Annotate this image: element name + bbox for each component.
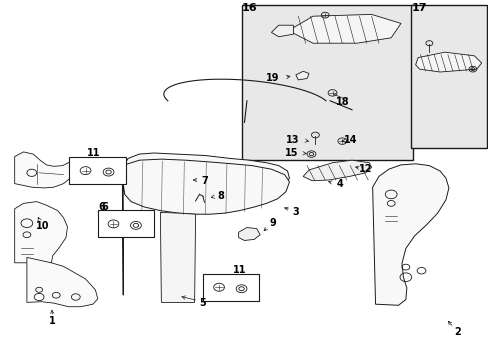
Polygon shape [15,152,77,188]
Text: 11: 11 [87,148,101,158]
Text: 18: 18 [335,96,348,107]
Polygon shape [160,212,195,302]
Polygon shape [122,153,289,192]
Text: 5: 5 [199,298,206,308]
Text: 7: 7 [201,176,207,186]
Text: 2: 2 [453,327,460,337]
Bar [242,5,412,160]
Text: 6: 6 [98,202,105,212]
Bar [203,274,259,301]
Text: 3: 3 [292,207,299,217]
Bar [410,5,486,148]
Text: 13: 13 [285,135,299,145]
Bar [69,157,125,184]
Text: 9: 9 [269,218,276,228]
Text: 16: 16 [241,3,257,13]
Polygon shape [288,14,400,43]
Text: 4: 4 [336,179,343,189]
Polygon shape [238,228,260,240]
Polygon shape [122,159,289,295]
Text: 10: 10 [36,221,50,231]
Polygon shape [303,160,371,181]
Text: 11: 11 [232,265,246,275]
Text: 1: 1 [49,316,56,326]
Text: 8: 8 [217,191,224,201]
Text: 15: 15 [284,148,298,158]
Polygon shape [27,257,98,307]
Polygon shape [372,164,448,305]
Text: 14: 14 [344,135,357,145]
Polygon shape [415,52,481,72]
Text: 6: 6 [102,202,108,212]
Bar [98,210,154,237]
Text: 12: 12 [358,164,372,174]
Polygon shape [271,25,293,37]
Polygon shape [15,202,67,263]
Text: 17: 17 [411,3,427,13]
Polygon shape [295,71,308,80]
Text: 19: 19 [265,73,279,84]
